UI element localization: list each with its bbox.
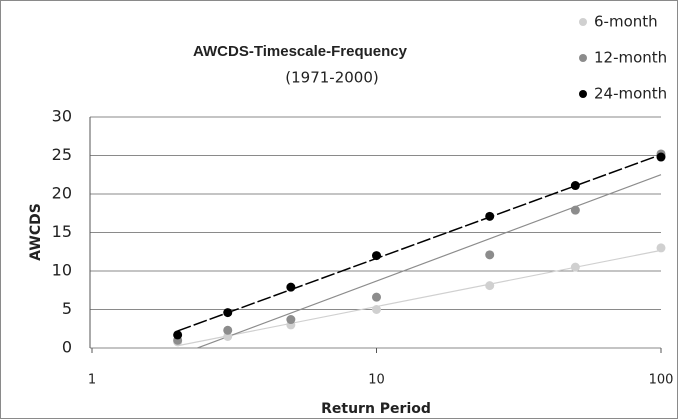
chart-subtitle: (1971-2000) bbox=[285, 69, 378, 87]
data-point bbox=[286, 282, 296, 292]
data-point bbox=[656, 243, 666, 253]
data-point bbox=[223, 308, 233, 318]
legend-label: 12-month bbox=[594, 49, 667, 67]
y-tick-label: 20 bbox=[52, 184, 72, 203]
trend-line bbox=[177, 153, 662, 332]
data-point bbox=[485, 281, 495, 291]
data-point bbox=[372, 251, 381, 261]
data-point bbox=[223, 325, 233, 335]
data-point bbox=[570, 181, 580, 191]
legend-marker bbox=[579, 90, 587, 98]
y-axis-title: AWCDS bbox=[28, 203, 44, 261]
data-point bbox=[286, 315, 296, 325]
data-point bbox=[173, 330, 183, 340]
chart-title: AWCDS-Timescale-Frequency bbox=[193, 43, 408, 60]
data-point bbox=[485, 250, 495, 260]
data-point bbox=[570, 262, 580, 272]
x-tick-label: 10 bbox=[368, 373, 385, 388]
legend-marker bbox=[579, 18, 587, 26]
y-tick-label: 0 bbox=[62, 338, 72, 357]
y-tick-label: 15 bbox=[52, 222, 72, 241]
trend-line bbox=[177, 249, 662, 347]
data-point bbox=[223, 331, 233, 341]
data-point bbox=[656, 152, 666, 162]
data-point bbox=[570, 205, 580, 215]
legend-label: 6-month bbox=[594, 13, 658, 31]
data-point bbox=[485, 211, 495, 221]
x-axis-title: Return Period bbox=[321, 401, 431, 417]
plot-area bbox=[177, 153, 662, 348]
x-tick-label: 1 bbox=[88, 373, 96, 388]
legend-label: 24-month bbox=[594, 85, 667, 103]
data-point bbox=[372, 305, 381, 314]
y-tick-label: 25 bbox=[52, 145, 72, 164]
trend-line bbox=[195, 174, 662, 348]
y-tick-label: 10 bbox=[52, 261, 72, 280]
legend-marker bbox=[579, 54, 587, 62]
x-tick-label: 100 bbox=[649, 373, 674, 388]
y-tick-label: 30 bbox=[52, 107, 72, 126]
y-tick-label: 5 bbox=[62, 299, 72, 318]
data-point bbox=[372, 292, 381, 302]
